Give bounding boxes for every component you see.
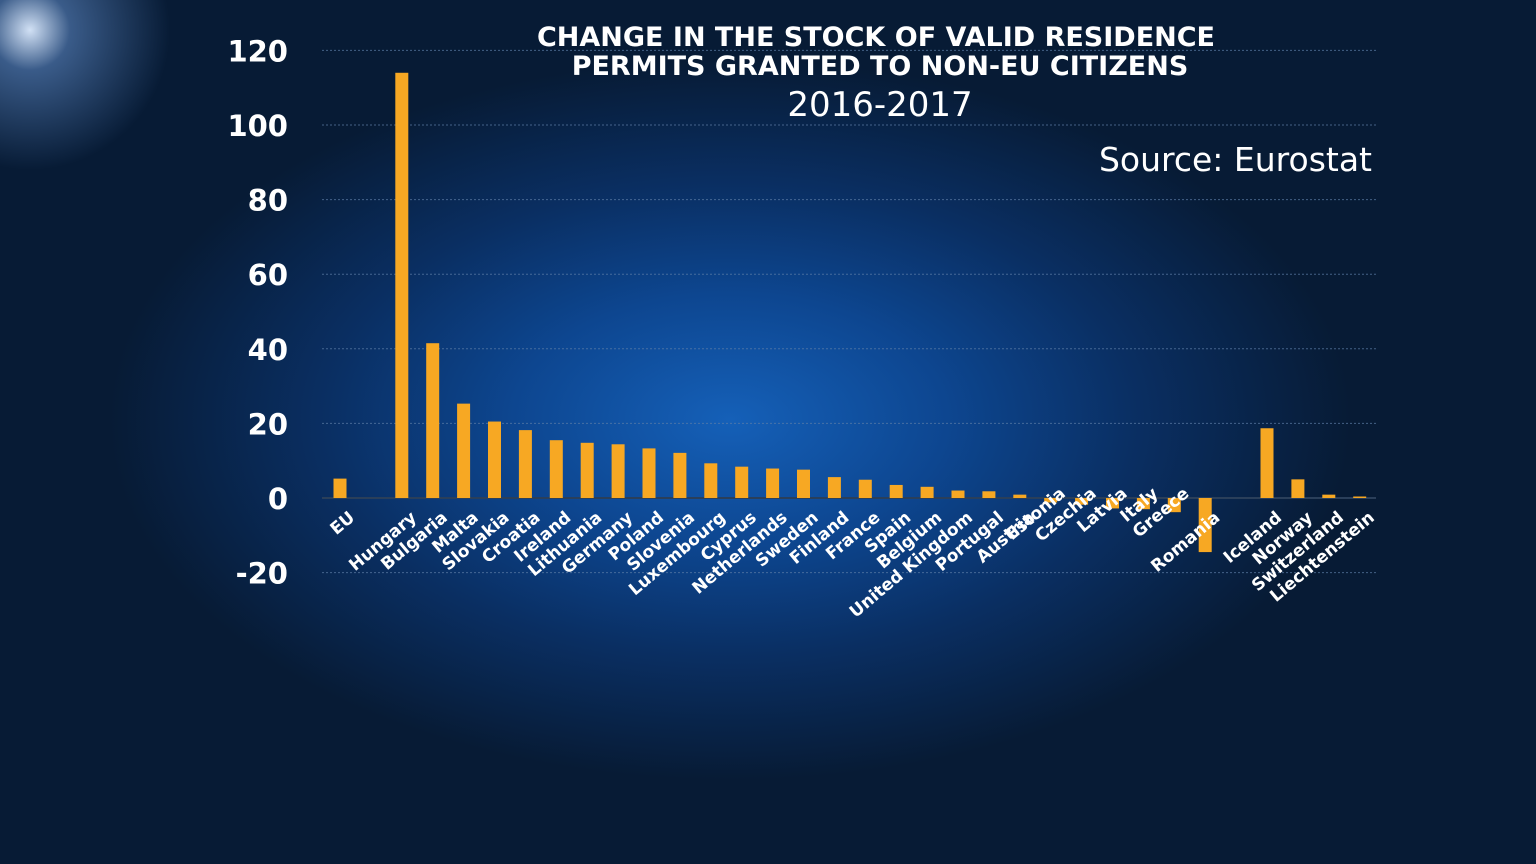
y-tick-label: 0 xyxy=(268,482,288,516)
bar-united-kingdom xyxy=(951,490,965,498)
bar-bulgaria xyxy=(426,343,440,498)
chart-title-line-2: PERMITS GRANTED TO NON-EU CITIZENS xyxy=(572,51,1189,82)
bar-czechia xyxy=(1075,498,1089,505)
y-tick-label: 60 xyxy=(248,258,288,292)
bar-belgium xyxy=(920,486,934,498)
bar-cyprus xyxy=(735,466,749,498)
bar-sweden xyxy=(797,469,810,498)
chart-subtitle: 2016-2017 xyxy=(787,85,972,125)
bar-netherlands xyxy=(766,468,780,498)
bar-iceland xyxy=(1260,428,1274,498)
y-tick-label: 80 xyxy=(248,184,288,218)
bar-finland xyxy=(827,477,841,498)
bar-portugal xyxy=(982,491,996,498)
bar-ireland xyxy=(549,440,563,498)
bars xyxy=(333,72,1367,553)
bar-eu xyxy=(333,478,347,498)
bar-greece xyxy=(1167,498,1181,513)
bar-austria xyxy=(1013,494,1027,498)
bar-spain xyxy=(889,484,903,498)
x-tick-label: EU xyxy=(327,508,359,540)
bar-estonia xyxy=(1044,498,1058,503)
bar-switzerland xyxy=(1322,494,1336,498)
bar-lithuania xyxy=(580,442,594,498)
bar-slovakia xyxy=(488,421,501,498)
bar-luxembourg xyxy=(704,463,718,498)
chart-title-line-1: CHANGE IN THE STOCK OF VALID RESIDENCE xyxy=(537,22,1215,53)
gridlines xyxy=(322,49,1376,574)
bar-italy xyxy=(1136,498,1150,510)
x-axis-ticks: EUHungaryBulgariaMaltaSlovakiaCroatiaIre… xyxy=(327,484,1379,623)
bar-france xyxy=(858,479,872,498)
bar-poland xyxy=(642,448,656,498)
y-tick-label: 40 xyxy=(248,333,288,367)
bar-norway xyxy=(1291,479,1305,498)
y-axis-ticks: 120 100 80 60 40 20 0 -20 xyxy=(227,34,288,590)
bar-romania xyxy=(1198,498,1212,553)
y-tick-label: 100 xyxy=(227,109,288,143)
y-tick-label: 120 xyxy=(227,34,288,68)
bar-slovenia xyxy=(673,452,687,498)
bar-germany xyxy=(611,444,625,498)
bar-malta xyxy=(457,403,471,498)
bar-croatia xyxy=(518,430,532,498)
bar-latvia xyxy=(1106,498,1119,509)
bar-liechtenstein xyxy=(1353,496,1367,498)
y-tick-label: -20 xyxy=(236,557,288,591)
bar-hungary xyxy=(395,72,409,498)
y-tick-label: 20 xyxy=(248,407,288,441)
chart-source: Source: Eurostat xyxy=(1099,140,1372,179)
